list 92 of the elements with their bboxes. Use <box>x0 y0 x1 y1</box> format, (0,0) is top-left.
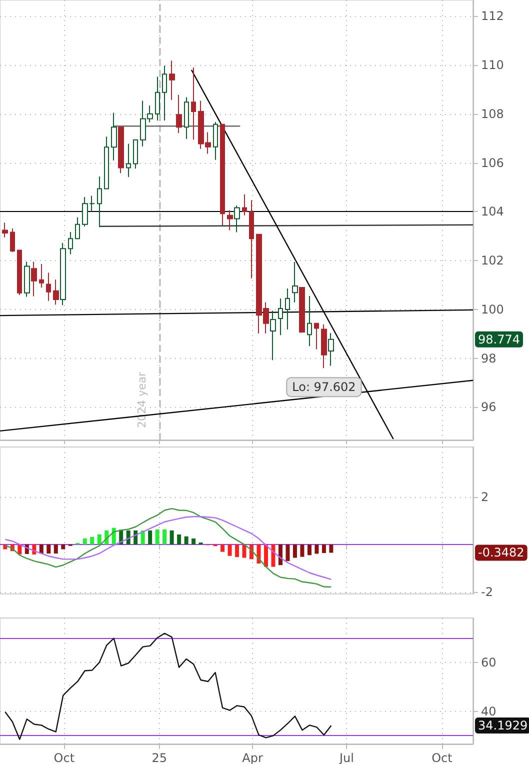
bar <box>90 536 94 544</box>
bar <box>39 544 44 554</box>
candlestick <box>242 194 247 216</box>
bar <box>140 530 145 544</box>
bar <box>155 529 160 544</box>
annotation: Lo: 97.602 <box>292 380 356 394</box>
candlestick <box>2 222 8 238</box>
y-tick-label: 110 <box>481 58 504 72</box>
y-tick-label: 2 <box>481 490 489 504</box>
bar <box>314 544 319 554</box>
candlestick <box>75 217 80 240</box>
candlestick <box>234 205 240 233</box>
candlestick <box>126 143 131 178</box>
candlestick <box>249 200 254 279</box>
x-tick-label: Oct <box>54 751 75 764</box>
bar <box>177 534 182 544</box>
bar <box>235 544 240 558</box>
candlestick <box>39 264 44 288</box>
bar <box>46 544 51 554</box>
candlestick <box>191 66 196 140</box>
candlestick <box>321 324 327 369</box>
y-tick-label: 102 <box>481 254 504 268</box>
y-tick-label: 60 <box>481 655 496 670</box>
bar <box>97 534 102 544</box>
text: 34.1929 <box>478 718 528 732</box>
candlestick <box>278 298 283 336</box>
candlestick <box>133 139 138 170</box>
bar <box>329 544 334 553</box>
y-tick-label: 98 <box>481 351 496 366</box>
candlestick <box>10 228 15 253</box>
candlestick <box>155 76 160 122</box>
candlestick <box>292 262 298 303</box>
candlestick <box>169 60 175 100</box>
candlestick <box>285 288 290 330</box>
bar <box>271 544 276 567</box>
bar <box>162 529 167 544</box>
candlestick <box>17 249 22 296</box>
bar <box>170 530 174 544</box>
bar <box>264 544 268 567</box>
bar <box>286 544 290 562</box>
y-tick-label: 108 <box>481 106 504 121</box>
text: 98.774 <box>478 332 520 346</box>
bar <box>307 544 312 556</box>
candlestick <box>104 136 109 190</box>
candlestick <box>220 124 225 226</box>
candlestick <box>31 261 37 297</box>
bar <box>126 530 130 544</box>
y-tick-label: -2 <box>481 585 493 599</box>
y-tick-label: 112 <box>481 9 504 24</box>
y-tick-label: 106 <box>481 156 504 170</box>
line-series <box>4 508 332 588</box>
candlestick <box>307 296 312 347</box>
bar <box>61 544 66 550</box>
bar <box>192 538 196 544</box>
y-tick-label: 96 <box>481 400 496 414</box>
candlestick <box>213 121 218 160</box>
bar <box>148 530 152 544</box>
bar <box>228 544 232 556</box>
candlestick <box>176 94 182 134</box>
candlestick <box>53 279 59 306</box>
candlestick <box>97 176 102 228</box>
text: -0.3482 <box>478 546 524 560</box>
bar <box>82 538 87 544</box>
candlestick <box>118 126 124 174</box>
candlestick <box>299 286 305 334</box>
candlestick <box>24 261 30 298</box>
bar <box>220 544 225 552</box>
y-tick-label: 40 <box>481 704 496 718</box>
candlestick <box>60 242 66 306</box>
bar <box>278 544 282 566</box>
candlestick <box>270 310 276 361</box>
y-tick-label: 104 <box>481 204 504 219</box>
bar <box>54 544 58 554</box>
bar <box>242 544 246 558</box>
x-tick-label: Oct <box>432 751 453 764</box>
candlestick <box>111 112 117 161</box>
candlestick <box>184 96 189 140</box>
candlestick <box>314 322 319 350</box>
x-tick-label: 25 <box>152 751 168 764</box>
candlestick <box>227 210 233 231</box>
line-series <box>4 516 332 580</box>
bar <box>292 544 297 558</box>
candlestick <box>68 231 73 255</box>
bar <box>184 536 188 544</box>
y-tick-label: 100 <box>481 302 504 316</box>
candlestick <box>328 332 334 366</box>
bar <box>322 544 326 554</box>
bar <box>256 544 261 564</box>
line-series <box>4 632 332 740</box>
candlestick <box>46 272 51 302</box>
candlestick <box>162 65 167 122</box>
bar <box>300 544 304 557</box>
